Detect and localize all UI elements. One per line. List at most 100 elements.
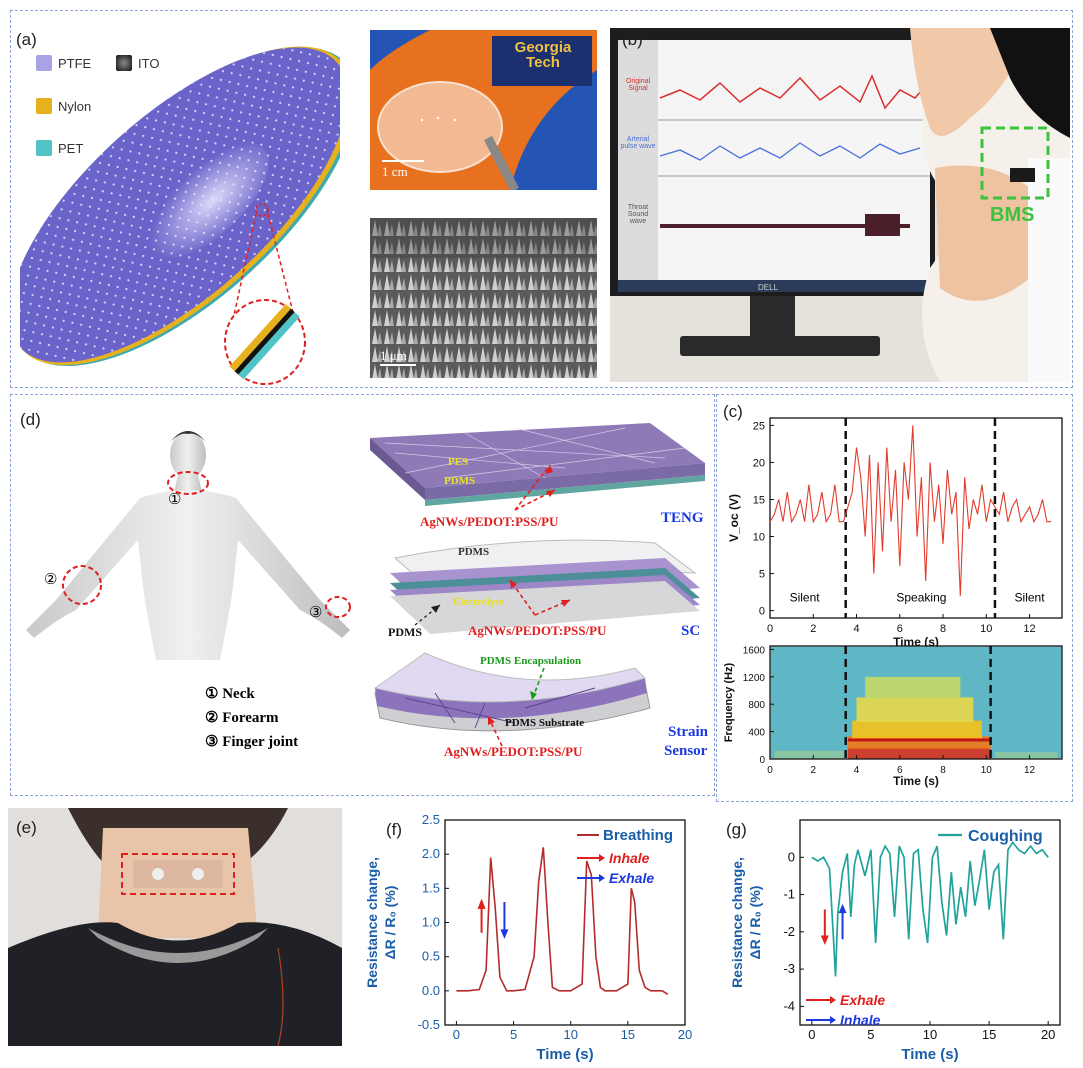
y-axis-label: Resistance change, ΔR / R₀ (%) [729, 857, 763, 988]
panel-e-label: (e) [16, 818, 37, 837]
legend-pet: PET [36, 140, 83, 156]
strain-electrode-label: AgNWs/PEDOT:PSS/PU [444, 744, 583, 759]
scale-label-cm: 1 cm [382, 164, 408, 179]
legend-arrow-head [599, 874, 605, 882]
plot-frame [769, 645, 1063, 760]
legend-inhale: Inhale [609, 850, 650, 866]
spectrogram-chart: 0 2 4 6 8 10 12 0 400 800 1200 1600 Time (s) Frequenc… [723, 645, 1063, 788]
y-tick-label: 20 [753, 457, 765, 469]
panel-c-border [716, 394, 1073, 802]
y-tick-label: 0 [788, 849, 795, 864]
body-point-forearm: ② Forearm [205, 710, 279, 726]
teng-arrows [514, 464, 556, 511]
x-axis-label: Time (s) [901, 1046, 958, 1063]
y-tick-label: 0.0 [422, 983, 440, 998]
neck-photo-scene [8, 808, 342, 1046]
x-axis-label: Time (s) [893, 774, 939, 788]
zoom-source-circle [255, 203, 269, 217]
series-line [769, 425, 1052, 596]
x-tick-label: 6 [897, 765, 903, 776]
breathing-chart: 0 5 10 15 20 -0.5 0.0 0.5 1.0 1.5 2.0 2.5 Time (s) Re… [364, 812, 692, 1063]
coughing-chart: 0 5 10 15 20 -4 -3 -2 -1 0 Time (s) Resistance chan… [729, 819, 1061, 1063]
forearm-marker [62, 565, 102, 605]
legend-pet-label: PET [58, 140, 84, 156]
panel-a-label: (a) [16, 30, 37, 49]
nylon-swatch [36, 98, 52, 114]
sc-arrows [414, 579, 571, 626]
human-body-illustration [26, 431, 351, 660]
x-tick-label: 5 [510, 1027, 517, 1042]
legend-arrow-head [830, 1016, 836, 1024]
panel-d-border [10, 394, 715, 796]
monitor-photo: Original Signal Arterial pulse wave Thro… [610, 28, 1070, 382]
body-point-neck: ① Neck [205, 686, 255, 702]
x-tick-label: 10 [980, 623, 992, 635]
x-tick-label: 20 [678, 1027, 692, 1042]
film-photo-art [370, 30, 597, 190]
strain-title-1: Strain [668, 724, 709, 740]
plot-frame [769, 417, 1063, 619]
teng-electrode-label: AgNWs/PEDOT:PSS/PU [420, 514, 559, 529]
teng-title: TENG [661, 510, 704, 526]
legend-ito-label: ITO [138, 55, 160, 71]
legend-breathing: Breathing [603, 827, 673, 844]
y-tick-label: -3 [783, 961, 795, 976]
legend-arrow-head [830, 996, 836, 1004]
film-photo: Georgia Tech 1 cm [370, 30, 597, 190]
y-tick-label: 15 [753, 494, 765, 506]
annotation-silent-2: Silent [1015, 591, 1046, 605]
x-tick-label: 0 [767, 623, 773, 635]
y-tick-label: 0 [759, 606, 765, 618]
neck-sensor-photo: (e) [8, 808, 342, 1046]
y-tick-label: 25 [753, 420, 765, 432]
strain-encapsulation-label: PDMS Encapsulation [480, 655, 582, 667]
monitor-brand: DELL [758, 283, 779, 292]
x-tick-label: 15 [621, 1027, 635, 1042]
neck-marker [167, 471, 209, 495]
y-axis-label: Resistance change, ΔR / R₀ (%) [364, 857, 398, 988]
ito-swatch [116, 55, 132, 71]
scale-label-um: 1 μm [380, 348, 407, 363]
legend-arrow-head [599, 854, 605, 862]
monitor-scene [610, 28, 1070, 382]
legend-exhale: Exhale [840, 992, 885, 1008]
sc-electrode-label: AgNWs/PEDOT:PSS/PU [468, 623, 607, 638]
panel-d-label: (d) [20, 410, 41, 429]
legend-nylon: Nylon [36, 98, 91, 114]
legend-exhale: Exhale [609, 870, 654, 886]
teng-pes-label: PES [448, 456, 469, 468]
panel-f-label: (f) [386, 820, 403, 839]
spectrogram-band [852, 720, 982, 739]
body-point-finger: ③ Finger joint [205, 734, 299, 750]
panel-c-label: (c) [723, 402, 743, 421]
x-tick-label: 8 [940, 623, 946, 635]
strain-title-2: Sensor [664, 743, 708, 759]
sc-title: SC [681, 623, 701, 639]
y-tick-label: 10 [753, 532, 765, 544]
x-tick-label: 0 [767, 765, 773, 776]
marker-3: ③ [309, 605, 323, 621]
panel-ab-border [10, 10, 1073, 388]
spectrogram-band [865, 676, 961, 699]
y-tick-label: 1.5 [422, 880, 440, 895]
teng-disk-illustration [20, 46, 340, 385]
monitor-row-3: Throat Sound wave [627, 204, 649, 225]
annotation-speaking: Speaking [896, 591, 946, 605]
legend-ptfe-label: PTFE [58, 55, 92, 71]
legend-nylon-label: Nylon [58, 98, 92, 114]
y-tick-label: 1.0 [422, 915, 440, 930]
legend-coughing: Coughing [968, 828, 1043, 845]
x-axis-label: Time (s) [536, 1046, 593, 1063]
strain-arrow-red [487, 715, 503, 747]
spectrogram-band [847, 738, 991, 742]
x-tick-label: 6 [897, 623, 903, 635]
teng-pdms-label: PDMS [444, 475, 476, 487]
y-tick-label: -1 [783, 887, 795, 902]
strain-layer-illustration [373, 652, 651, 732]
x-tick-label: 4 [853, 623, 859, 635]
x-tick-label: 0 [453, 1027, 460, 1042]
monitor-row-2: Arterial pulse wave [620, 136, 656, 150]
sc-pdms-bottom-label: PDMS [388, 625, 422, 639]
legend-ptfe: PTFE [36, 55, 91, 71]
